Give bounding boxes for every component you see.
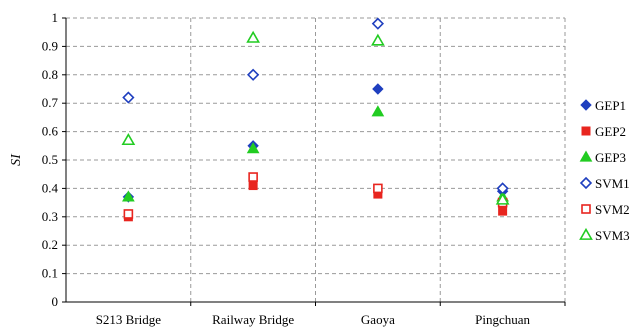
point-svm2 <box>373 183 383 194</box>
y-tick-label: 0.5 <box>42 152 58 167</box>
point-svm2 <box>123 209 134 219</box>
legend-marker-gep3 <box>579 150 593 162</box>
legend: GEP1 GEP2 GEP3 SVM1 SVM2 SVM3 <box>579 98 630 243</box>
x-category-label: S213 Bridge <box>96 312 162 327</box>
legend-marker-gep1 <box>580 99 592 111</box>
y-tick-label: 0.2 <box>42 237 58 252</box>
point-gep2 <box>498 206 508 216</box>
y-tick-label: 0.9 <box>42 38 58 53</box>
legend-label-svm1: SVM1 <box>595 176 630 191</box>
point-gep1 <box>372 83 384 95</box>
legend-label-gep1: GEP1 <box>595 98 626 113</box>
legend-label-gep2: GEP2 <box>595 124 626 139</box>
x-category-label: Pingchuan <box>475 312 530 327</box>
point-gep2 <box>248 181 258 191</box>
y-tick-labels: 0 0.1 0.2 0.3 0.4 0.5 0.6 0.7 0.8 0.9 1 <box>42 10 59 309</box>
legend-label-svm2: SVM2 <box>595 202 630 217</box>
point-svm3 <box>246 30 261 43</box>
legend-label-gep3: GEP3 <box>595 150 626 165</box>
point-svm1 <box>122 91 135 104</box>
point-svm3 <box>121 133 136 146</box>
point-gep3 <box>246 142 260 154</box>
y-tick-label: 0.3 <box>42 209 58 224</box>
y-tick-label: 0.8 <box>42 67 58 82</box>
x-category-label: Gaoya <box>361 312 395 327</box>
axes <box>62 17 566 306</box>
point-gep3 <box>122 190 135 202</box>
y-tick-label: 0.4 <box>42 180 59 195</box>
y-tick-label: 0.1 <box>42 266 58 281</box>
legend-marker-svm3 <box>579 227 593 240</box>
point-svm3 <box>370 33 385 46</box>
legend-label-svm3: SVM3 <box>595 228 630 243</box>
point-svm1 <box>371 17 385 30</box>
y-tick-label: 1 <box>52 10 59 25</box>
y-tick-label: 0 <box>52 294 59 309</box>
legend-marker-gep2 <box>581 126 591 136</box>
x-category-label: Railway Bridge <box>212 312 294 327</box>
point-svm1 <box>246 68 260 81</box>
y-tick-label: 0.6 <box>42 124 59 139</box>
x-category-labels: S213 Bridge Railway Bridge Gaoya Pingchuan <box>96 312 531 327</box>
legend-marker-svm1 <box>579 176 593 190</box>
y-axis-label: SI <box>9 153 24 166</box>
point-gep3 <box>371 105 385 117</box>
point-svm2 <box>248 172 258 182</box>
grid <box>66 17 566 302</box>
point-svm3 <box>495 192 510 205</box>
data-points <box>121 17 510 222</box>
y-tick-label: 0.7 <box>42 95 59 110</box>
legend-marker-svm2 <box>581 204 591 214</box>
